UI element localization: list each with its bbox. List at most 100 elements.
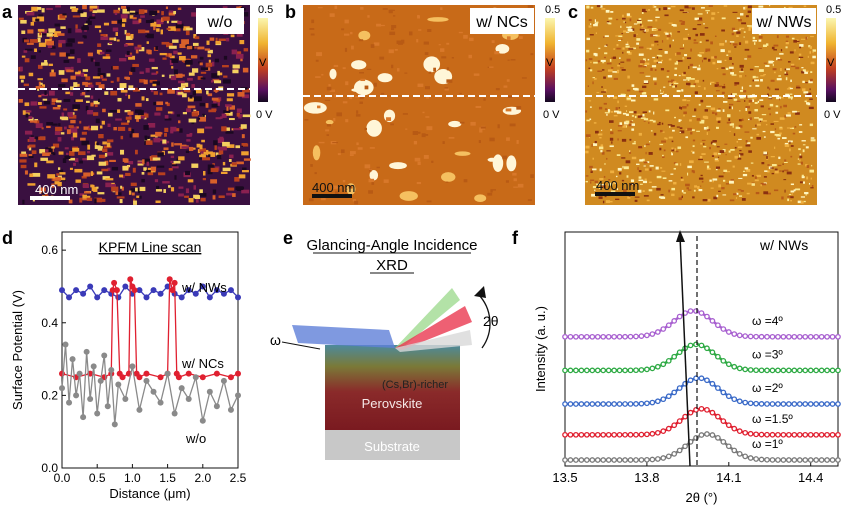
colorbar-mid: V [546,57,554,69]
texture-speck [705,48,711,52]
texture-speck [671,152,673,154]
texture-speck [334,94,338,98]
texture-speck [803,200,806,203]
afm-texture [585,5,817,204]
texture-speck [156,23,161,28]
texture-speck [337,153,341,156]
texture-speck [63,98,71,102]
texture-speck [163,189,166,193]
data-point [818,367,825,374]
texture-speck [345,119,349,123]
incident-beam [292,325,395,348]
texture-speck [194,36,200,40]
nc-blob [492,154,504,172]
texture-speck [94,141,98,147]
texture-speck [654,6,657,8]
data-point [235,294,241,301]
texture-speck [688,65,690,69]
data-point [786,431,792,438]
texture-speck [51,177,55,181]
x-tick-label: 2.5 [230,471,247,485]
texture-speck [642,190,645,192]
series-line [565,343,838,372]
texture-speck [604,108,608,111]
texture-speck [87,128,93,131]
texture-speck [151,72,158,75]
texture-speck [506,36,511,40]
texture-speck [809,46,812,49]
texture-speck [314,172,317,175]
texture-speck [692,196,695,199]
texture-speck [161,74,165,77]
texture-speck [67,38,75,43]
texture-speck [671,187,676,191]
texture-speck [588,67,591,69]
texture-speck [704,27,709,29]
texture-speck [637,21,642,24]
texture-speck [604,196,607,198]
texture-speck [671,193,675,197]
texture-speck [802,181,806,184]
texture-speck [183,89,191,93]
data-point [122,283,129,290]
texture-speck [126,165,131,168]
texture-speck [638,146,643,149]
texture-speck [113,9,120,14]
texture-speck [235,53,244,59]
data-point [709,432,716,438]
texture-speck [747,142,751,144]
texture-speck [714,55,717,59]
texture-speck [45,192,48,198]
texture-speck [748,28,751,31]
texture-speck [438,44,441,46]
texture-speck [661,40,664,43]
texture-speck [773,120,779,122]
texture-speck [146,169,151,173]
texture-speck [805,70,809,72]
texture-speck [756,123,761,126]
data-point [573,457,579,463]
texture-speck [128,190,132,195]
texture-speck [774,128,777,131]
texture-speck [752,79,755,82]
texture-speck [686,77,692,80]
texture-speck [585,145,590,149]
colorbar-top: 0.5 [545,4,560,16]
data-point [611,367,617,374]
texture-speck [26,11,35,16]
texture-speck [612,71,617,73]
texture-speck [721,67,725,69]
texture-speck [729,199,735,202]
texture-speck [689,160,694,164]
texture-speck [311,19,315,24]
texture-speck [768,107,771,110]
texture-speck [600,59,606,62]
data-point [199,283,206,290]
texture-speck [639,23,642,26]
texture-speck [200,77,206,80]
texture-speck [679,131,682,134]
texture-speck [222,79,231,84]
data-point [192,290,199,297]
texture-speck [326,124,331,127]
texture-speck [715,90,720,92]
texture-speck [648,152,653,155]
texture-speck [738,124,742,128]
data-point [136,374,143,381]
texture-speck [717,60,722,63]
texture-speck [28,154,33,157]
texture-speck [215,37,218,43]
data-point [780,333,787,340]
data-point [676,313,683,320]
texture-speck [19,66,23,72]
series-label: w/ NWs [181,280,227,295]
data-point [129,363,136,370]
texture-speck [117,109,121,113]
data-point [802,333,809,340]
texture-speck [703,126,707,130]
texture-speck [626,97,631,100]
texture-speck [141,96,145,101]
texture-speck [799,155,803,159]
data-point [649,399,656,406]
texture-speck [128,85,134,91]
